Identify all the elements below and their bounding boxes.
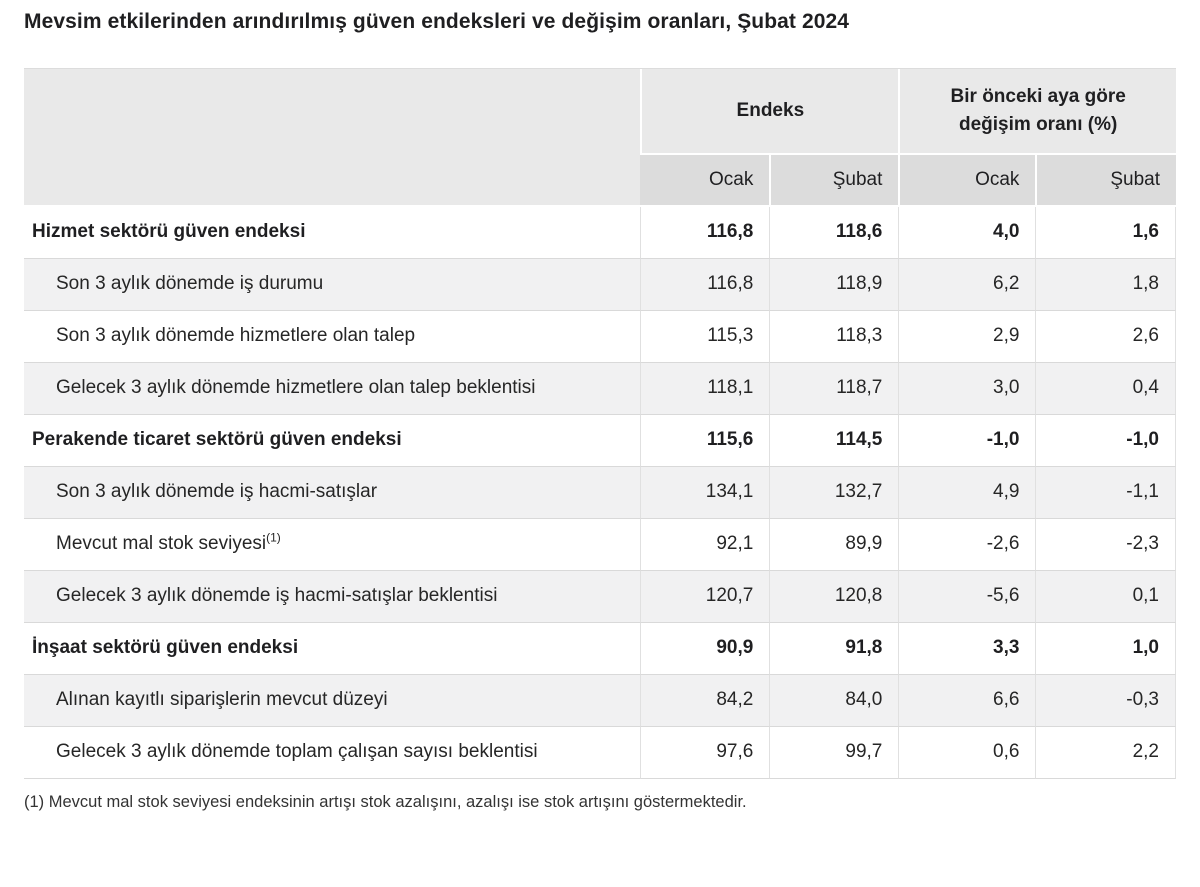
row-label-text: Mevcut mal stok seviyesi (56, 532, 267, 554)
table-row: Gelecek 3 aylık dönemde toplam çalışan s… (24, 726, 1176, 779)
endeks-ocak-cell: 116,8 (640, 258, 770, 311)
endeks-subat-cell: 118,7 (769, 362, 899, 415)
change-ocak-cell: 6,6 (898, 674, 1036, 727)
change-subat-cell: 1,6 (1035, 207, 1176, 259)
table-row: Gelecek 3 aylık dönemde hizmetlere olan … (24, 362, 1176, 415)
table-body: Hizmet sektörü güven endeksi 116,8 118,6… (24, 207, 1176, 779)
row-label: Hizmet sektörü güven endeksi (24, 207, 641, 259)
row-label-text: Gelecek 3 aylık dönemde toplam çalışan s… (56, 740, 538, 762)
change-ocak-cell: 6,2 (898, 258, 1036, 311)
row-label-text: Perakende ticaret sektörü güven endeksi (32, 428, 402, 450)
table-row: Mevcut mal stok seviyesi(1) 92,1 89,9 -2… (24, 518, 1176, 571)
change-subat-cell: 0,1 (1035, 570, 1176, 623)
change-ocak-cell: 4,9 (898, 466, 1036, 519)
table-row: Perakende ticaret sektörü güven endeksi … (24, 414, 1176, 467)
endeks-ocak-cell: 118,1 (640, 362, 770, 415)
endeks-subat-cell: 91,8 (769, 622, 899, 675)
table-row: Gelecek 3 aylık dönemde iş hacmi-satışla… (24, 570, 1176, 623)
row-label: Gelecek 3 aylık dönemde toplam çalışan s… (24, 726, 641, 779)
corner-cell (24, 69, 641, 207)
change-ocak-cell: 4,0 (898, 207, 1036, 259)
endeks-subat-cell: 118,3 (769, 310, 899, 363)
endeks-subat-cell: 118,9 (769, 258, 899, 311)
endeks-subat-cell: 118,6 (769, 207, 899, 259)
endeks-subat-cell: 132,7 (769, 466, 899, 519)
change-subat-cell: -0,3 (1035, 674, 1176, 727)
row-label-text: Alınan kayıtlı siparişlerin mevcut düzey… (56, 688, 388, 710)
page-title: Mevsim etkilerinden arındırılmış güven e… (24, 10, 850, 33)
row-label-text: İnşaat sektörü güven endeksi (32, 636, 299, 658)
row-label: Alınan kayıtlı siparişlerin mevcut düzey… (24, 674, 641, 727)
endeks-ocak-cell: 115,3 (640, 310, 770, 363)
row-label: Son 3 aylık dönemde iş hacmi-satışlar (24, 466, 641, 519)
endeks-subat-cell: 99,7 (769, 726, 899, 779)
endeks-ocak-cell: 120,7 (640, 570, 770, 623)
endeks-ocak-cell: 97,6 (640, 726, 770, 779)
table-header: Endeks Bir önceki aya göre değişim oranı… (24, 69, 1176, 207)
row-label-text: Gelecek 3 aylık dönemde iş hacmi-satışla… (56, 584, 498, 606)
table-row: Son 3 aylık dönemde iş hacmi-satışlar 13… (24, 466, 1176, 519)
row-label: Perakende ticaret sektörü güven endeksi (24, 414, 641, 467)
change-subat-cell: 2,2 (1035, 726, 1176, 779)
row-label-text: Son 3 aylık dönemde hizmetlere olan tale… (56, 324, 416, 346)
endeks-ocak-cell: 90,9 (640, 622, 770, 675)
table-row: Son 3 aylık dönemde iş durumu 116,8 118,… (24, 258, 1176, 311)
row-label-text: Gelecek 3 aylık dönemde hizmetlere olan … (56, 376, 536, 398)
change-subat-cell: 1,8 (1035, 258, 1176, 311)
change-subat-cell: -1,1 (1035, 466, 1176, 519)
subheader-change-ocak: Ocak (898, 155, 1036, 207)
column-group-endeks: Endeks (640, 69, 899, 155)
row-label: Gelecek 3 aylık dönemde hizmetlere olan … (24, 362, 641, 415)
change-ocak-cell: 3,0 (898, 362, 1036, 415)
endeks-subat-cell: 114,5 (769, 414, 899, 467)
endeks-ocak-cell: 92,1 (640, 518, 770, 571)
footnote-ref-marker: (1) (266, 530, 281, 545)
change-ocak-cell: -5,6 (898, 570, 1036, 623)
change-subat-cell: 1,0 (1035, 622, 1176, 675)
change-subat-cell: -2,3 (1035, 518, 1176, 571)
row-label: Son 3 aylık dönemde iş durumu (24, 258, 641, 311)
footnote: (1) Mevcut mal stok seviyesi endeksinin … (24, 792, 747, 811)
row-label-text: Son 3 aylık dönemde iş hacmi-satışlar (56, 480, 378, 502)
table-row: Hizmet sektörü güven endeksi 116,8 118,6… (24, 207, 1176, 259)
subheader-change-subat: Şubat (1035, 155, 1176, 207)
change-ocak-cell: -1,0 (898, 414, 1036, 467)
endeks-ocak-cell: 84,2 (640, 674, 770, 727)
endeks-subat-cell: 120,8 (769, 570, 899, 623)
row-label-text: Hizmet sektörü güven endeksi (32, 221, 306, 242)
subheader-endeks-subat: Şubat (769, 155, 899, 207)
row-label: İnşaat sektörü güven endeksi (24, 622, 641, 675)
row-label: Gelecek 3 aylık dönemde iş hacmi-satışla… (24, 570, 641, 623)
confidence-index-table: Endeks Bir önceki aya göre değişim oranı… (24, 68, 1176, 779)
subheader-endeks-ocak: Ocak (640, 155, 770, 207)
change-ocak-cell: -2,6 (898, 518, 1036, 571)
change-subat-cell: -1,0 (1035, 414, 1176, 467)
row-label: Mevcut mal stok seviyesi(1) (24, 518, 641, 571)
change-subat-cell: 2,6 (1035, 310, 1176, 363)
change-ocak-cell: 3,3 (898, 622, 1036, 675)
endeks-subat-cell: 89,9 (769, 518, 899, 571)
row-label: Son 3 aylık dönemde hizmetlere olan tale… (24, 310, 641, 363)
row-label-text: Son 3 aylık dönemde iş durumu (56, 272, 324, 294)
endeks-ocak-cell: 134,1 (640, 466, 770, 519)
table-row: İnşaat sektörü güven endeksi 90,9 91,8 3… (24, 622, 1176, 675)
header-month-row: Ocak Şubat Ocak Şubat (24, 155, 1176, 207)
endeks-ocak-cell: 115,6 (640, 414, 770, 467)
change-ocak-cell: 2,9 (898, 310, 1036, 363)
change-ocak-cell: 0,6 (898, 726, 1036, 779)
table-row: Son 3 aylık dönemde hizmetlere olan tale… (24, 310, 1176, 363)
header-group-row: Endeks Bir önceki aya göre değişim oranı… (24, 69, 1176, 207)
change-subat-cell: 0,4 (1035, 362, 1176, 415)
column-group-change-rate: Bir önceki aya göre değişim oranı (%) (898, 69, 1176, 155)
endeks-subat-cell: 84,0 (769, 674, 899, 727)
endeks-ocak-cell: 116,8 (640, 207, 770, 259)
table-row: Alınan kayıtlı siparişlerin mevcut düzey… (24, 674, 1176, 727)
